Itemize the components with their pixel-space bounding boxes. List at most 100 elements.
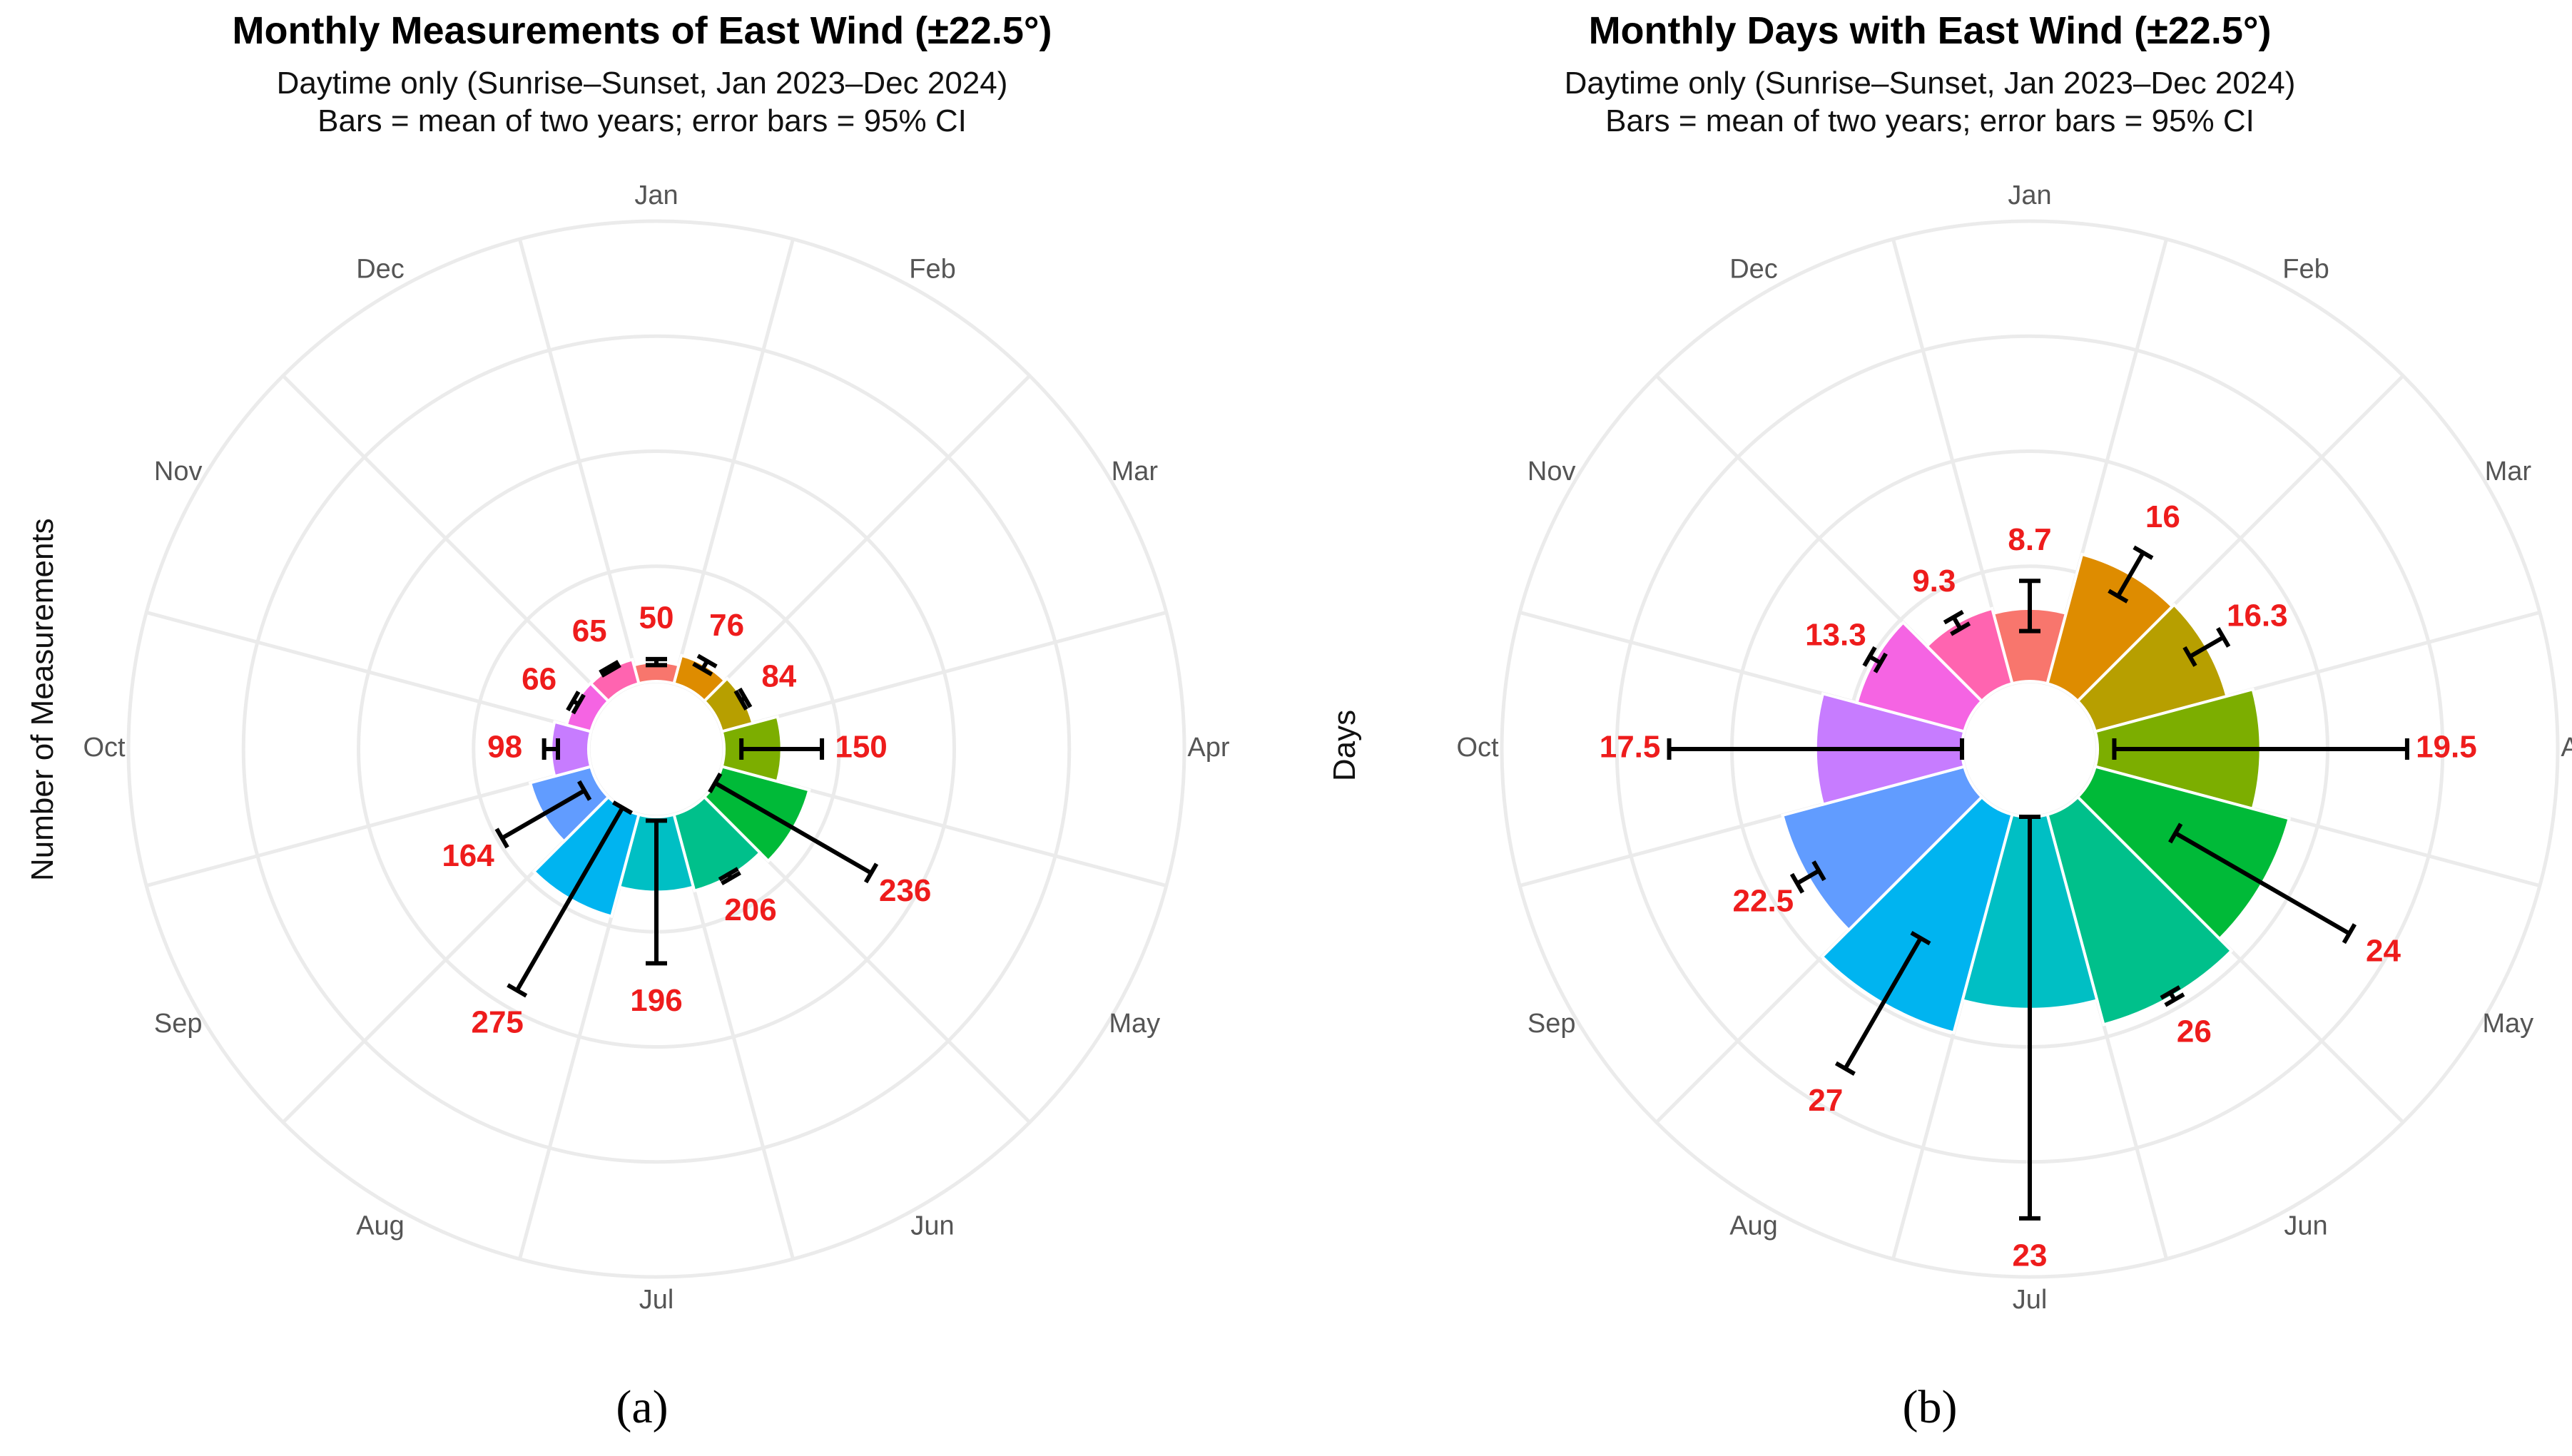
error-bar-cap [2133, 545, 2154, 560]
month-label-dec: Dec [1729, 255, 1778, 285]
error-bar-cap [738, 687, 753, 708]
month-label-jun: Jun [2284, 1211, 2327, 1241]
error-bar-cap [494, 828, 509, 849]
value-label-mar: 84 [761, 658, 796, 693]
error-bar-may [2168, 823, 2357, 945]
error-bar-cap [577, 780, 592, 801]
error-bar-oct [1667, 738, 1964, 760]
grid-circle [1500, 219, 2560, 1279]
month-label-mar: Mar [2485, 457, 2532, 487]
value-label-jul: 23 [2013, 1238, 2048, 1273]
error-bar-cap [720, 870, 741, 886]
error-bar-cap [1943, 610, 1964, 625]
error-bar-nov [566, 691, 586, 715]
error-bar-line [2174, 831, 2351, 936]
error-bar-jan [646, 656, 667, 668]
month-label-sep: Sep [154, 1009, 203, 1039]
error-bar-line [501, 788, 586, 840]
error-bar-cap [733, 690, 748, 711]
chart-subtitle-1: Daytime only (Sunrise–Sunset, Jan 2023–D… [1564, 66, 2296, 101]
grid-spoke [146, 765, 591, 887]
month-label-jul: Jul [639, 1285, 674, 1315]
error-bar-sep [1789, 860, 1826, 894]
error-bars [1667, 545, 2409, 1221]
month-label-nov: Nov [1528, 457, 1576, 487]
value-label-feb: 16 [2145, 499, 2180, 534]
error-bar-cap [1950, 621, 1971, 636]
month-labels: Jan Feb Mar Apr May Jun Jul Aug Sep Oct Nov Dec [1456, 180, 2572, 1315]
month-label-oct: Oct [83, 733, 126, 763]
error-bar-cap [863, 862, 879, 884]
error-bar-jun [2160, 985, 2185, 1007]
error-bar-cap [507, 983, 528, 998]
error-bar-cap [1873, 652, 1888, 673]
value-label-apr: 19.5 [2416, 730, 2477, 765]
error-bar-cap [571, 693, 586, 715]
month-label-feb: Feb [909, 255, 955, 285]
chart-title: Monthly Measurements of East Wind (±22.5… [232, 9, 1052, 52]
error-bar-cap [2216, 626, 2231, 648]
value-label-nov: 13.3 [1805, 618, 1866, 653]
value-label-oct: 17.5 [1600, 730, 1661, 765]
value-label-sep: 22.5 [1733, 883, 1794, 918]
error-bar-cap [718, 867, 739, 882]
grid-circle [126, 219, 1186, 1279]
error-bar-dec [1943, 610, 1971, 636]
error-bar-line [515, 806, 625, 992]
panel-caption: (b) [1902, 1381, 1958, 1433]
error-bar-line [1843, 937, 1923, 1070]
grid-spoke [146, 611, 591, 733]
value-label-may: 236 [879, 873, 931, 908]
error-bar-cap [599, 660, 620, 675]
month-label-aug: Aug [356, 1211, 405, 1241]
error-bar-mar [733, 687, 753, 711]
error-bar-cap [1834, 1061, 1856, 1076]
error-bar-line [2188, 635, 2225, 659]
month-label-jan: Jan [634, 180, 678, 210]
value-label-feb: 76 [709, 608, 744, 643]
month-label-aug: Aug [1729, 1211, 1778, 1241]
error-bar-sep [494, 780, 592, 849]
polar-grid [126, 219, 1186, 1279]
error-bar-apr [2112, 738, 2409, 760]
month-label-apr: Apr [2561, 733, 2572, 763]
value-label-sep: 164 [442, 838, 494, 873]
chart-subtitle-1: Daytime only (Sunrise–Sunset, Jan 2023–D… [276, 66, 1008, 101]
error-bar-aug [1834, 930, 1931, 1076]
error-bar-dec [599, 660, 621, 678]
error-bar-cap [1862, 646, 1877, 667]
error-bar-line [2116, 551, 2145, 598]
value-labels: 8.7 16 16.3 19.5 24 26 23 27 22.5 17.5 13.3 9.3 [1600, 499, 2477, 1273]
chart-title: Monthly Days with East Wind (±22.5°) [1588, 9, 2272, 52]
value-label-jan: 50 [639, 600, 674, 635]
error-bar-feb [2108, 545, 2154, 604]
error-bar-line [1796, 869, 1820, 885]
month-label-feb: Feb [2282, 255, 2329, 285]
month-label-apr: Apr [1187, 733, 1229, 763]
error-bar-line [713, 780, 873, 875]
month-label-dec: Dec [356, 255, 405, 285]
bar-sep [1780, 765, 1984, 932]
grid-circle [241, 334, 1072, 1164]
error-bar-apr [739, 738, 825, 760]
error-bar-cap [600, 663, 621, 678]
error-bar-oct [542, 738, 560, 760]
value-label-jun: 206 [724, 892, 776, 927]
grid-circle [357, 449, 956, 1049]
error-bar-mar [2182, 626, 2231, 667]
grid-spoke [672, 238, 795, 684]
month-label-may: May [1109, 1009, 1160, 1039]
month-label-oct: Oct [1456, 733, 1499, 763]
error-bar-cap [2164, 992, 2185, 1007]
bar-jun [2045, 795, 2234, 1027]
error-bar-may [708, 773, 879, 884]
error-bar-jun [718, 867, 741, 886]
month-labels: Jan Feb Mar Apr May Jun Jul Aug Sep Oct Nov Dec [83, 180, 1229, 1315]
error-bar-jul [2019, 815, 2040, 1221]
value-label-apr: 150 [835, 730, 887, 765]
bar-may [2075, 765, 2292, 942]
value-label-dec: 65 [572, 614, 607, 648]
error-bar-jan [2019, 579, 2040, 633]
